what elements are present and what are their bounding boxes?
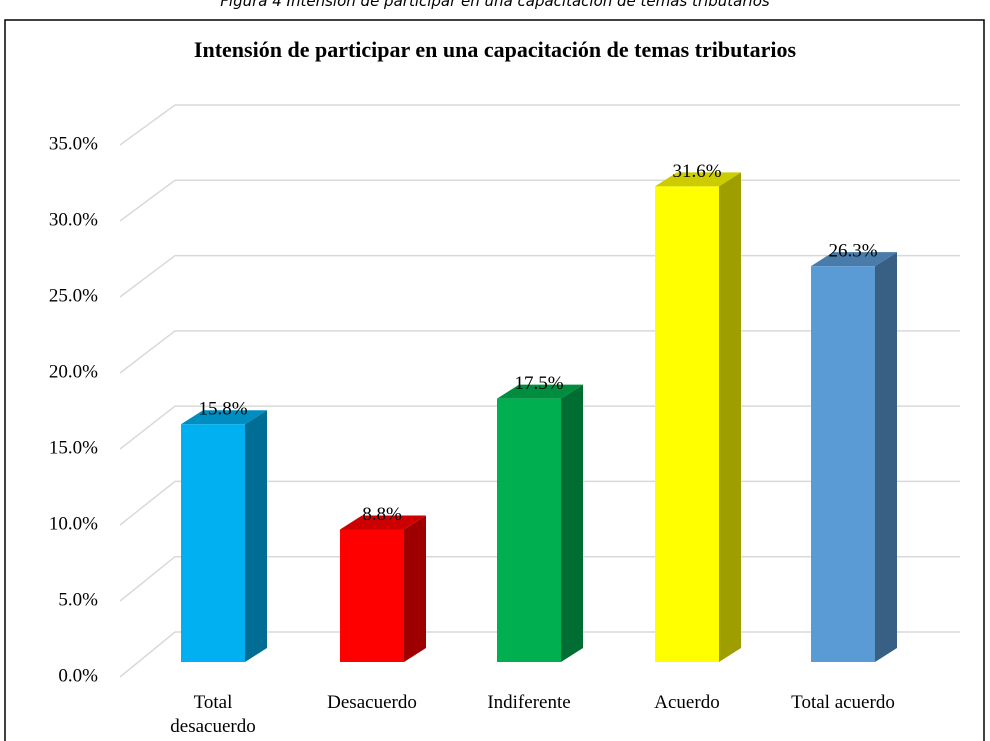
x-tick-label: Indiferente xyxy=(487,692,571,713)
y-tick-label: 5.0% xyxy=(58,589,98,610)
y-tick-label: 20.0% xyxy=(49,361,98,382)
y-tick-label: 35.0% xyxy=(49,133,98,154)
bar-top xyxy=(181,410,267,425)
bar-side xyxy=(719,172,741,663)
y-tick-label: 30.0% xyxy=(49,209,98,230)
bar xyxy=(340,515,426,662)
bar-side xyxy=(404,515,426,662)
bar xyxy=(811,252,897,662)
x-tick-label: Total acuerdo xyxy=(791,692,895,713)
bar-side xyxy=(561,384,583,662)
bar-top xyxy=(655,172,741,187)
bar-front xyxy=(181,424,245,662)
y-tick-label: 0.0% xyxy=(58,665,98,686)
caption: Figura 4 Intensión de participar en una … xyxy=(220,0,770,10)
y-tick-label: 10.0% xyxy=(49,513,98,534)
data-label: 15.8% xyxy=(198,399,247,420)
data-label: 26.3% xyxy=(828,241,877,262)
data-label: 8.8% xyxy=(362,504,402,525)
x-tick-label: Total desacuerdo xyxy=(170,692,256,737)
bar xyxy=(181,410,267,662)
bar-side xyxy=(245,410,267,662)
y-tick-label: 15.0% xyxy=(49,437,98,458)
data-label: 31.6% xyxy=(672,161,721,182)
bar-top xyxy=(497,384,583,399)
data-label: 17.5% xyxy=(514,373,563,394)
x-tick-label: Desacuerdo xyxy=(327,692,417,713)
bar xyxy=(655,172,741,663)
bar-front xyxy=(811,266,875,662)
bar-front xyxy=(655,186,719,663)
bar-side xyxy=(875,252,897,662)
bar-front xyxy=(497,398,561,662)
grid-line xyxy=(119,104,960,146)
chart-title: Intensión de participar en una capacitac… xyxy=(194,37,797,62)
bar xyxy=(497,384,583,662)
y-tick-label: 25.0% xyxy=(49,285,98,306)
grid-line xyxy=(119,179,960,222)
bar-top xyxy=(811,252,897,267)
bar-front xyxy=(340,529,404,662)
bar-top xyxy=(340,515,426,530)
x-tick-label: Acuerdo xyxy=(654,692,720,713)
chart-border xyxy=(4,19,985,741)
